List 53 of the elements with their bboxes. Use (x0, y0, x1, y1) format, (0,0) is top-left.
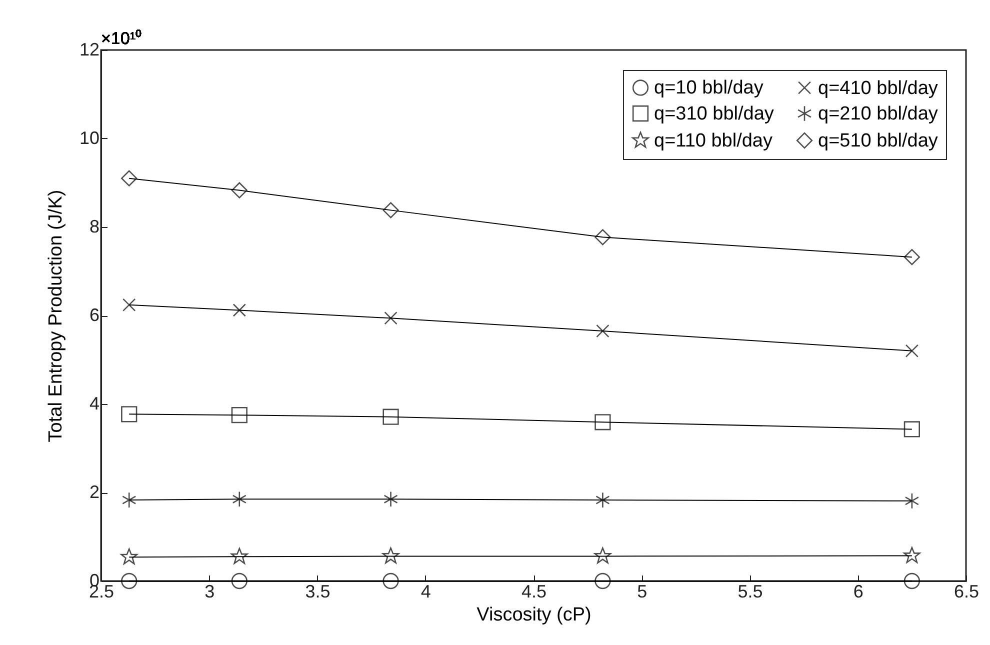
point (382, 572, 399, 590)
x-tick-label: 4.5 (521, 582, 547, 602)
point (120, 548, 138, 564)
point (382, 202, 399, 218)
point (905, 344, 919, 358)
point (232, 304, 246, 317)
point (230, 548, 248, 564)
legend-label: q=110 bbl/day (654, 130, 773, 152)
point (904, 572, 920, 590)
point (904, 492, 920, 509)
point (122, 298, 136, 312)
y-tick-label: 4 (89, 394, 100, 414)
point (382, 547, 400, 564)
y-tick-label: 2 (89, 482, 100, 502)
legend-label: q=10 bbl/day (654, 78, 764, 99)
legend-label: q=510 bbl/day (818, 130, 938, 152)
point (232, 491, 246, 508)
point (594, 572, 611, 590)
point (121, 406, 138, 422)
x-tick-label: 3.5 (305, 582, 330, 602)
x-tick-label: 5 (637, 582, 648, 602)
point (594, 547, 612, 564)
point (904, 249, 920, 266)
point (121, 572, 138, 590)
legend-label: q=310 bbl/day (654, 104, 774, 124)
x-tick-label: 5.5 (738, 582, 763, 602)
point (231, 406, 248, 424)
point (904, 421, 920, 438)
point (382, 408, 399, 425)
x-axis-title: Viscosity (cP) (476, 604, 592, 626)
text: ×10¹⁰ (101, 29, 142, 48)
x-tick-label: 3 (204, 582, 215, 602)
point (904, 546, 920, 564)
point (231, 572, 248, 590)
point (122, 492, 136, 508)
point (231, 182, 248, 198)
point (384, 491, 398, 508)
point (594, 229, 611, 246)
legend-label: q=410 bbl/day (818, 78, 938, 99)
y-tick-label: 12 (79, 40, 100, 60)
point (384, 312, 398, 325)
y-axis-title: Total Entropy Production (J/K) (45, 190, 66, 442)
y-tick-label: 8 (89, 216, 100, 236)
point (596, 324, 610, 338)
x-tick-label: 4 (420, 582, 431, 602)
y-tick-label: 6 (89, 305, 100, 325)
legend-label: q=210 bbl/day (818, 104, 938, 124)
point (121, 170, 138, 186)
y-tick-label: 10 (79, 128, 100, 148)
point (594, 414, 611, 430)
x-tick-label: 6 (853, 582, 864, 602)
point (596, 492, 610, 508)
x-tick-label: 6.5 (954, 582, 980, 602)
